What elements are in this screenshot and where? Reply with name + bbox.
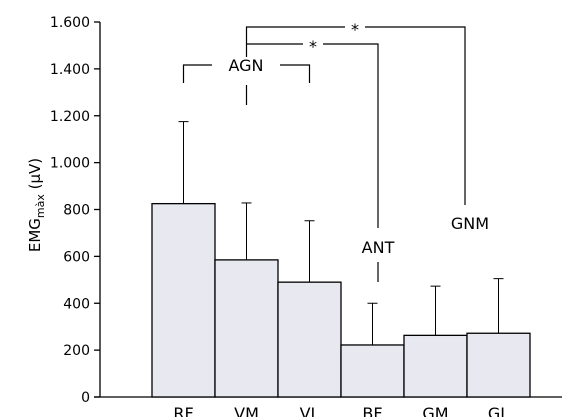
sig-bracket-inner-right (323, 43, 379, 228)
y-tick-label: 1.200 (50, 109, 90, 125)
group-label-agn: AGN (228, 56, 263, 75)
x-tick-label-bf: BF (362, 404, 382, 417)
x-tick-label-gl: GL (488, 404, 509, 417)
bar-rf (151, 202, 216, 398)
x-tick-label-vl: VL (300, 404, 320, 417)
bar-vl (277, 281, 342, 398)
x-tick-label-gm: GM (422, 404, 448, 417)
sig-bracket-outer-left (245, 26, 345, 57)
bar-bf (340, 344, 405, 398)
agn-bracket-left (182, 64, 212, 83)
y-axis-label: EMGmàx (µV) (26, 158, 47, 252)
group-label-gnm: GNM (451, 214, 489, 233)
group-brackets (182, 26, 466, 282)
x-tick-label-vm: VM (234, 404, 259, 417)
bars (151, 202, 531, 398)
y-tick-label: 800 (63, 203, 90, 219)
significance-star-outer: * (351, 20, 359, 39)
bar-gm (403, 334, 468, 398)
labels: RF VM VL BF GM GL EMGmàx (µV) AGN * * ANT GNM (26, 20, 509, 417)
error-bars (178, 121, 504, 345)
y-tick-label: 1.400 (50, 62, 90, 78)
x-tick-label-rf: RF (173, 404, 193, 417)
significance-star-inner: * (309, 37, 317, 56)
axes: 0 200 400 600 800 1.000 1.200 1.400 1.600 (50, 15, 562, 406)
bar-gl (466, 332, 531, 398)
y-tick-label: 1.600 (50, 15, 90, 31)
bar-vm (214, 259, 279, 398)
y-tick-label: 1.000 (50, 156, 90, 172)
y-tick-label: 200 (63, 343, 90, 359)
y-tick-label: 400 (63, 296, 90, 312)
y-tick-label: 0 (81, 390, 90, 406)
agn-bracket-right (280, 64, 311, 83)
y-tick-label: 600 (63, 249, 90, 265)
sig-bracket-outer-right (365, 26, 466, 205)
group-label-ant: ANT (362, 238, 395, 257)
